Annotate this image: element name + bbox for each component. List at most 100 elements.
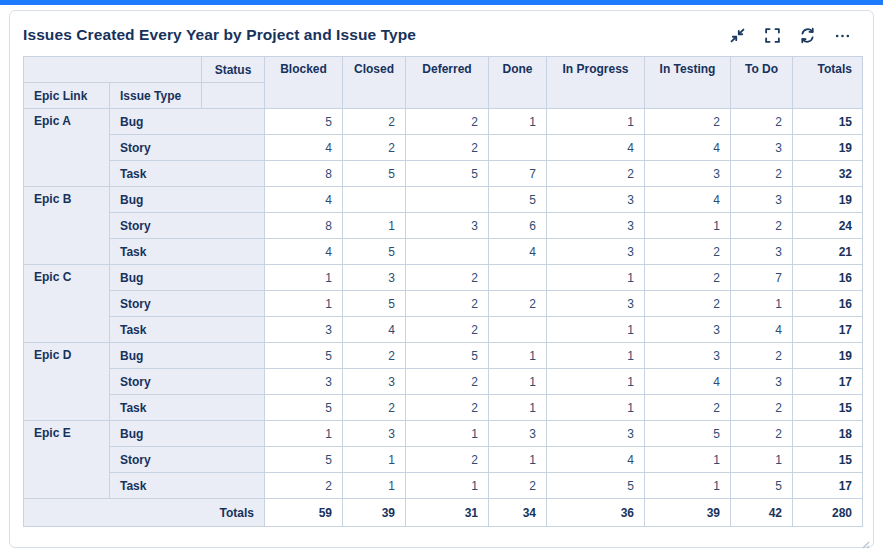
value-cell: 1 [547,265,645,291]
gadget-header: Issues Created Every Year by Project and… [10,11,873,56]
issue-type-cell: Story [110,135,265,161]
value-cell: 1 [547,109,645,135]
value-cell: 4 [343,317,406,343]
value-cell: 5 [265,395,343,421]
value-cell: 7 [489,161,547,187]
row-total-cell: 15 [793,109,863,135]
fullscreen-icon[interactable] [764,27,781,44]
table-row: Story332114317 [24,369,863,395]
value-cell: 2 [265,473,343,499]
value-cell: 5 [406,343,489,369]
issue-type-cell: Story [110,291,265,317]
grand-total-cell: 280 [793,499,863,527]
epic-link-cell: Epic C [24,265,110,343]
value-cell: 1 [731,291,793,317]
value-cell: 1 [265,265,343,291]
value-cell: 2 [645,395,731,421]
value-cell: 2 [645,265,731,291]
value-cell: 1 [489,109,547,135]
value-cell: 1 [547,395,645,421]
table-row: Epic DBug525113219 [24,343,863,369]
row-total-cell: 21 [793,239,863,265]
value-cell: 2 [731,395,793,421]
table-row: Story42244319 [24,135,863,161]
value-cell: 2 [406,395,489,421]
value-cell: 1 [489,447,547,473]
issue-type-cell: Story [110,369,265,395]
resize-grip-icon[interactable] [861,535,870,544]
row-total-cell: 15 [793,395,863,421]
value-cell: 5 [489,187,547,213]
issue-type-cell: Task [110,395,265,421]
value-cell: 1 [547,317,645,343]
value-cell: 2 [731,421,793,447]
value-cell: 5 [265,447,343,473]
value-cell: 8 [265,213,343,239]
value-cell: 2 [406,317,489,343]
table-row: Epic EBug131335218 [24,421,863,447]
issue-type-cell: Task [110,317,265,343]
row-total-cell: 19 [793,135,863,161]
value-cell: 3 [645,343,731,369]
value-cell: 3 [731,135,793,161]
value-cell: 3 [547,421,645,447]
status-header: Status [202,57,265,83]
value-cell: 6 [489,213,547,239]
value-cell: 3 [343,265,406,291]
value-cell [406,187,489,213]
value-cell: 4 [731,317,793,343]
epic-link-cell: Epic A [24,109,110,187]
table-row: Epic BBug4534319 [24,187,863,213]
row-total-cell: 32 [793,161,863,187]
value-cell: 1 [645,473,731,499]
column-header-closed: Closed [343,57,406,109]
value-cell: 1 [489,369,547,395]
value-cell: 4 [489,239,547,265]
value-cell: 4 [547,135,645,161]
value-cell: 1 [645,447,731,473]
value-cell: 1 [406,421,489,447]
table-row: Task522112215 [24,395,863,421]
value-cell: 2 [547,161,645,187]
value-cell: 5 [265,343,343,369]
value-cell: 3 [547,213,645,239]
pivot-table: Status Blocked Closed Deferred Done In P… [23,56,863,527]
refresh-icon[interactable] [799,27,816,44]
value-cell: 2 [731,213,793,239]
column-total-cell: 36 [547,499,645,527]
value-cell: 1 [343,473,406,499]
value-cell: 2 [406,265,489,291]
column-header-blocked: Blocked [265,57,343,109]
value-cell: 3 [343,421,406,447]
issue-type-cell: Story [110,447,265,473]
issue-type-cell: Bug [110,421,265,447]
value-cell: 2 [343,395,406,421]
value-cell: 2 [645,291,731,317]
value-cell: 2 [406,291,489,317]
issue-type-cell: Bug [110,343,265,369]
epic-link-cell: Epic D [24,343,110,421]
issue-type-cell: Bug [110,265,265,291]
value-cell: 3 [547,239,645,265]
gadget-title: Issues Created Every Year by Project and… [23,26,416,44]
value-cell: 1 [547,369,645,395]
value-cell: 2 [645,239,731,265]
row-total-cell: 17 [793,369,863,395]
value-cell: 2 [731,161,793,187]
column-total-cell: 34 [489,499,547,527]
value-cell: 4 [265,187,343,213]
column-header-deferred: Deferred [406,57,489,109]
value-cell: 2 [406,109,489,135]
more-icon[interactable] [834,27,851,44]
value-cell: 5 [731,473,793,499]
row-total-cell: 17 [793,473,863,499]
value-cell: 4 [547,447,645,473]
value-cell: 3 [731,369,793,395]
collapse-icon[interactable] [729,27,746,44]
row-total-cell: 16 [793,265,863,291]
value-cell: 1 [343,447,406,473]
value-cell: 3 [406,213,489,239]
row-total-cell: 18 [793,421,863,447]
value-cell: 2 [489,291,547,317]
issue-type-cell: Task [110,239,265,265]
